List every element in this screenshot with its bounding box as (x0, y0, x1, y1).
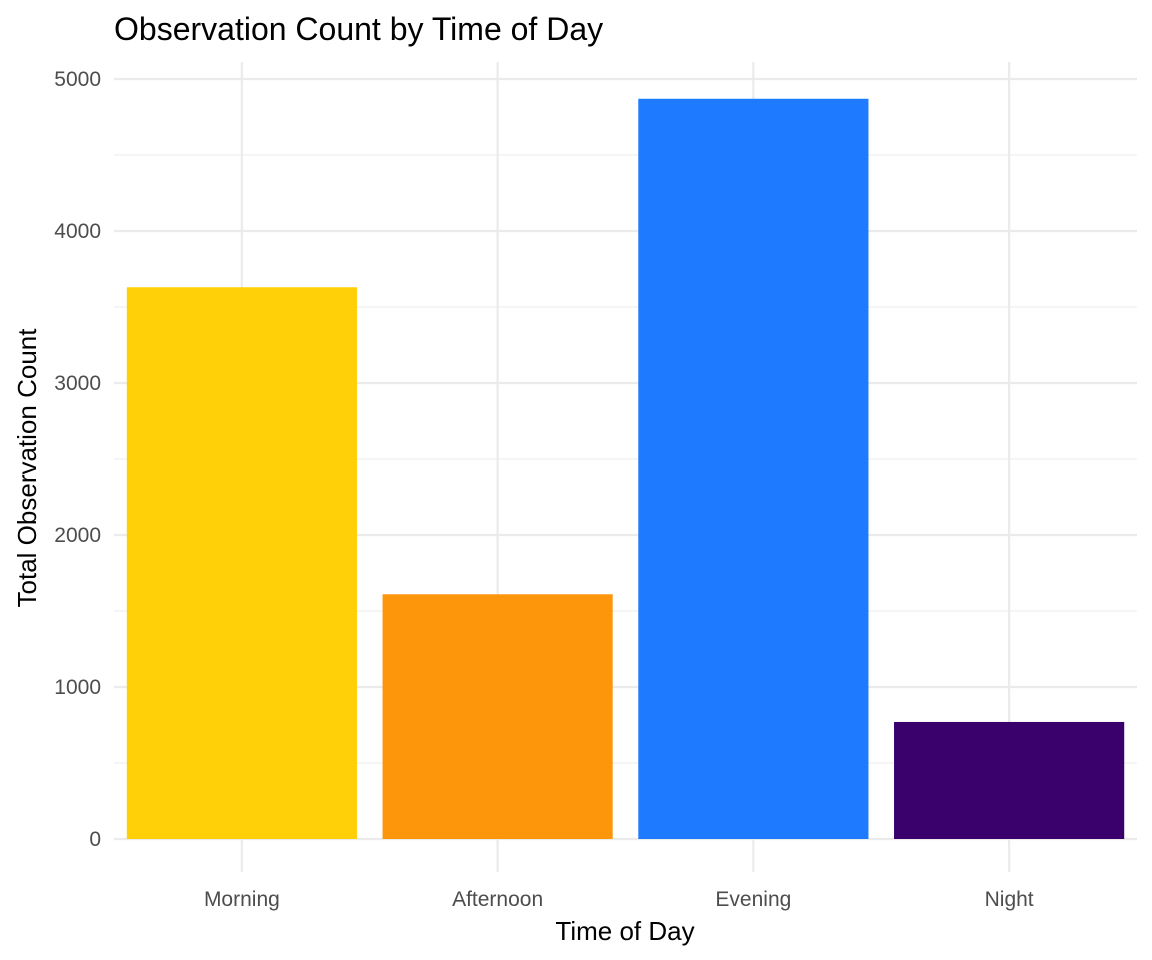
x-tick-label: Evening (715, 888, 791, 911)
x-axis-ticks: Morning Afternoon Evening Night (204, 848, 1034, 911)
y-tick-label: 5000 (54, 68, 101, 91)
y-tick-label: 2000 (54, 524, 101, 547)
y-axis-title: Total Observation Count (12, 328, 42, 608)
bar-evening (638, 98, 869, 839)
chart-title: Observation Count by Time of Day (114, 11, 603, 47)
y-tick-label: 3000 (54, 372, 101, 395)
bar-afternoon (382, 594, 613, 839)
y-tick-label: 0 (89, 828, 101, 851)
bar-night (894, 721, 1125, 839)
x-tick-label: Afternoon (452, 888, 543, 911)
x-tick-label: Night (985, 888, 1034, 911)
y-tick-label: 4000 (54, 220, 101, 243)
x-axis-title: Time of Day (555, 916, 694, 946)
y-tick-label: 1000 (54, 676, 101, 699)
bars (126, 98, 1125, 839)
bar-morning (126, 287, 357, 839)
x-tick-label: Morning (204, 888, 280, 911)
y-axis-ticks: 0 1000 2000 3000 4000 5000 (54, 68, 101, 851)
